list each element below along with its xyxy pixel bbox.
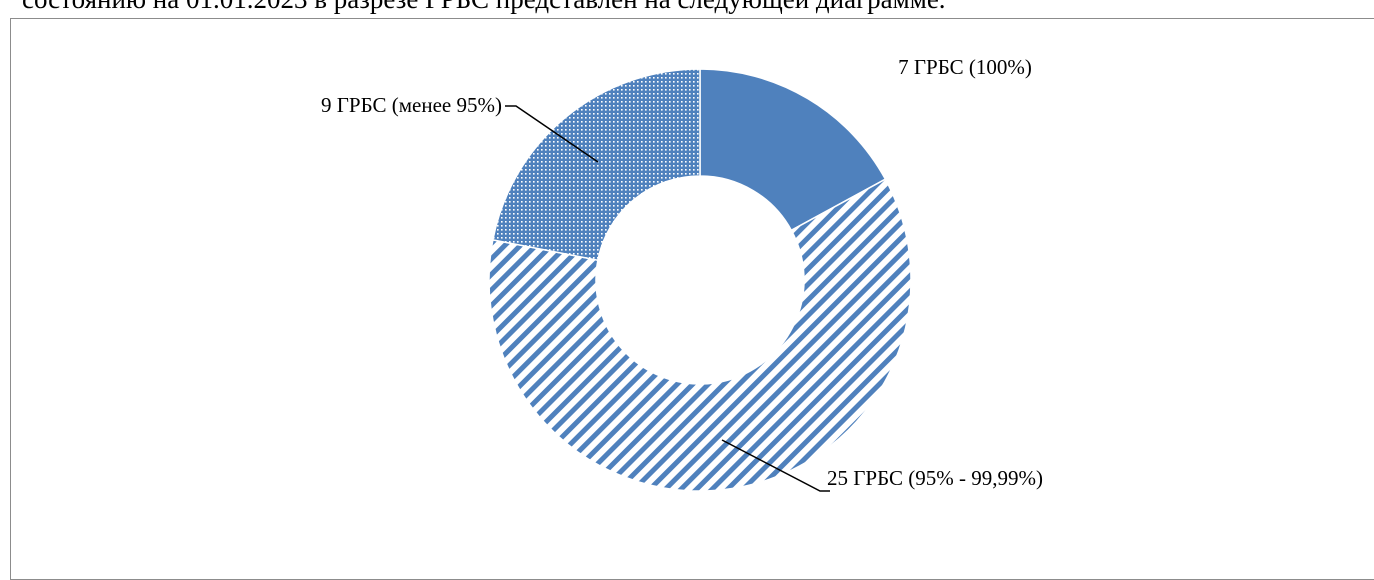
leader-line — [721, 439, 830, 492]
donut-slice — [491, 68, 701, 262]
donut-slice — [488, 178, 912, 492]
slice-label: 7 ГРБС (100%) — [898, 55, 1032, 79]
slice-label: 25 ГРБС (95% - 99,99%) — [827, 466, 1043, 490]
leader-line — [505, 105, 599, 163]
donut-slice — [699, 68, 887, 232]
page: состоянию на 01.01.2023 в разрезе ГРБС п… — [10, 0, 1374, 580]
chart — [488, 68, 912, 492]
slice-label: 9 ГРБС (менее 95%) — [321, 93, 502, 117]
intro-text: состоянию на 01.01.2023 в разрезе ГРБС п… — [22, 0, 946, 15]
